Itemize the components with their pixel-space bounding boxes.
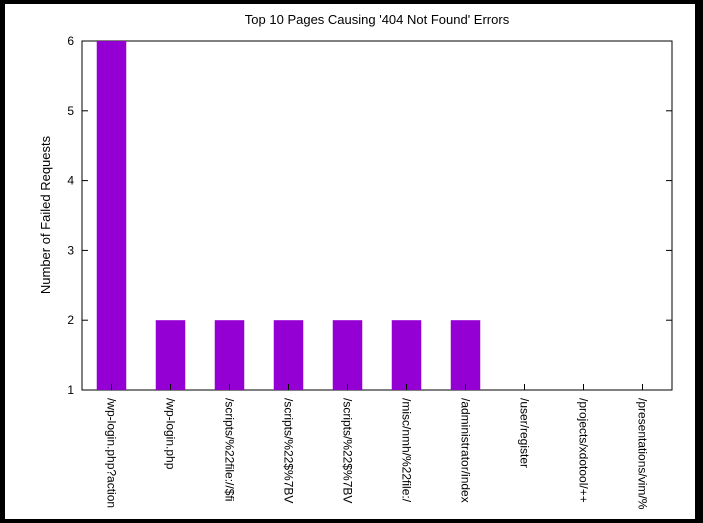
x-tick-label: /scripts/%22$%7BV (341, 398, 355, 503)
x-tick-label: /misc/nmh/%22file:/ (400, 398, 414, 503)
y-tick-label: 5 (67, 104, 74, 118)
plot-area: 1 2 3 4 5 6/wp-login.php?action/wp-login.php /… (67, 34, 673, 510)
x-tick-label: /scripts/%22$%7BV (282, 398, 296, 503)
y-axis-label: Number of Failed Requests (38, 135, 53, 294)
y-tick-label: 3 (67, 243, 74, 257)
y-tick-label: 4 (67, 174, 74, 188)
bar (214, 320, 245, 390)
x-tick-label: /wp-login.php?action (105, 398, 119, 508)
x-tick-label: /user/register (518, 398, 532, 468)
y-tick-label: 6 (67, 34, 74, 48)
bar (332, 320, 363, 390)
y-tick-label: 2 (67, 313, 74, 327)
bar (96, 41, 127, 390)
bar (273, 320, 304, 390)
x-tick-label: /presentations/vim/% (636, 398, 650, 510)
x-tick-label: /administrator/index (459, 398, 473, 503)
x-tick-label: /wp-login.php (164, 398, 178, 470)
bar (450, 320, 481, 390)
plot-border (81, 40, 673, 391)
chart-title: Top 10 Pages Causing '404 Not Found' Err… (245, 12, 510, 27)
x-tick-label: /projects/xdotool/++ (577, 398, 591, 503)
x-tick-label: /scripts/%22file://$fi (223, 398, 237, 501)
y-tick-label: 1 (67, 383, 74, 397)
bar (155, 320, 186, 390)
bar (391, 320, 422, 390)
